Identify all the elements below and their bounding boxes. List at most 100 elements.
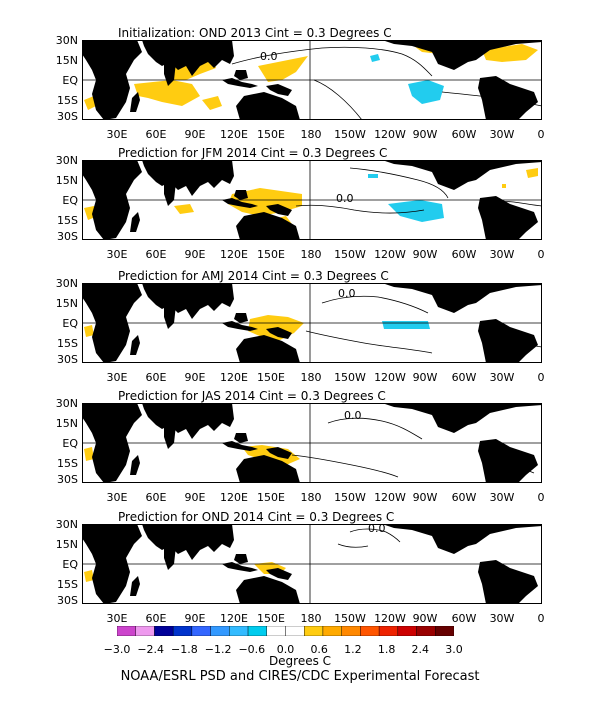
lat-tick-label: 15S bbox=[57, 214, 78, 227]
lon-tick-label: 120W bbox=[374, 128, 406, 141]
warm-anomaly-region bbox=[258, 56, 308, 82]
lon-tick-label: 90E bbox=[184, 491, 206, 504]
lat-tick-label: 15N bbox=[55, 174, 78, 187]
contour-line bbox=[231, 46, 433, 77]
lon-tick-label: 90E bbox=[184, 612, 206, 625]
land-mass bbox=[234, 190, 248, 200]
lat-tick-label: 15N bbox=[55, 54, 78, 67]
lon-tick-label: 0 bbox=[537, 248, 545, 261]
land-mass bbox=[142, 403, 234, 439]
contour-label: 0.0 bbox=[344, 409, 362, 422]
lon-tick-label: 150W bbox=[334, 491, 366, 504]
colorbar-tick-label: 3.0 bbox=[445, 643, 463, 656]
anomaly-map: 0.0 bbox=[82, 40, 542, 120]
land-mass bbox=[222, 78, 258, 88]
lon-tick-label: 120W bbox=[374, 491, 406, 504]
colorbar-tick-label: 0.6 bbox=[310, 643, 328, 656]
colorbar-swatch bbox=[435, 626, 454, 636]
land-mass bbox=[142, 524, 234, 560]
anomaly-map: 0.0 bbox=[82, 403, 542, 483]
lon-tick-label: 60E bbox=[145, 371, 167, 384]
lon-tick-label: 30E bbox=[106, 612, 128, 625]
lon-tick-label: 120W bbox=[374, 248, 406, 261]
contour-line bbox=[295, 204, 425, 214]
colorbar-tick-label: 1.2 bbox=[344, 643, 362, 656]
lon-tick-label: 60E bbox=[145, 248, 167, 261]
lon-tick-label: 90W bbox=[412, 128, 438, 141]
panel-title: Prediction for JAS 2014 Cint = 0.3 Degre… bbox=[118, 389, 386, 403]
lon-tick-label: 60W bbox=[451, 128, 477, 141]
land-mass bbox=[236, 576, 300, 604]
lon-tick-label: 30W bbox=[489, 128, 515, 141]
lon-tick-label: 120W bbox=[374, 371, 406, 384]
colorbar-swatch bbox=[247, 626, 267, 636]
land-mass bbox=[142, 40, 234, 76]
contour-line bbox=[349, 528, 401, 543]
lon-tick-label: 150E bbox=[257, 128, 285, 141]
land-mass bbox=[382, 403, 542, 433]
lon-tick-label: 30E bbox=[106, 128, 128, 141]
lon-tick-label: 90E bbox=[184, 371, 206, 384]
cool-anomaly-region bbox=[370, 54, 380, 62]
colorbar-swatch bbox=[229, 626, 249, 636]
land-mass bbox=[266, 204, 292, 216]
land-mass bbox=[130, 212, 140, 232]
lon-tick-label: 150E bbox=[257, 612, 285, 625]
land-mass bbox=[222, 441, 258, 451]
lon-tick-label: 60W bbox=[451, 248, 477, 261]
lon-tick-label: 150W bbox=[334, 248, 366, 261]
lat-tick-label: EQ bbox=[62, 194, 78, 207]
lon-tick-label: 120E bbox=[220, 128, 248, 141]
colorbar-tick-label: 1.8 bbox=[377, 643, 396, 656]
colorbar-tick-label: −1.8 bbox=[171, 643, 198, 656]
lon-tick-label: 180 bbox=[300, 248, 322, 261]
lat-tick-label: 30S bbox=[57, 353, 78, 366]
land-mass bbox=[130, 576, 140, 596]
lon-tick-label: 30W bbox=[489, 248, 515, 261]
lon-tick-label: 90E bbox=[184, 248, 206, 261]
lat-tick-label: EQ bbox=[62, 558, 78, 571]
anomaly-map: 0.0 bbox=[82, 524, 542, 604]
contour-line bbox=[313, 79, 363, 120]
lon-tick-label: 30E bbox=[106, 491, 128, 504]
colorbar-swatch bbox=[172, 626, 193, 636]
lon-tick-label: 0 bbox=[537, 128, 545, 141]
lon-tick-label: 150W bbox=[334, 371, 366, 384]
colorbar-swatch bbox=[397, 626, 417, 636]
warm-anomaly-region bbox=[242, 445, 300, 465]
lon-tick-label: 120E bbox=[220, 491, 248, 504]
land-mass bbox=[382, 40, 542, 70]
lat-tick-label: EQ bbox=[62, 317, 78, 330]
lat-tick-label: 30S bbox=[57, 594, 78, 607]
lon-tick-label: 60W bbox=[451, 612, 477, 625]
colorbar-swatch bbox=[154, 626, 174, 636]
lon-tick-label: 150W bbox=[334, 128, 366, 141]
lon-tick-label: 90W bbox=[412, 248, 438, 261]
lat-tick-label: 30N bbox=[55, 397, 78, 410]
contour-label: 0.0 bbox=[260, 50, 278, 63]
anomaly-map: 0.0 bbox=[82, 160, 542, 240]
lon-tick-label: 150E bbox=[257, 248, 285, 261]
land-mass bbox=[266, 568, 292, 580]
lon-tick-label: 90E bbox=[184, 128, 206, 141]
contour-line bbox=[291, 454, 399, 478]
lon-tick-label: 0 bbox=[537, 612, 545, 625]
land-mass bbox=[236, 455, 300, 483]
lon-tick-label: 180 bbox=[300, 371, 322, 384]
warm-anomaly-region bbox=[84, 325, 94, 337]
panel-title: Prediction for AMJ 2014 Cint = 0.3 Degre… bbox=[118, 269, 389, 283]
colorbar-swatch bbox=[322, 626, 342, 636]
lat-tick-label: 30S bbox=[57, 230, 78, 243]
lon-tick-label: 120E bbox=[220, 371, 248, 384]
lon-tick-label: 30W bbox=[489, 612, 515, 625]
lon-tick-label: 0 bbox=[537, 491, 545, 504]
lat-tick-label: 15N bbox=[55, 538, 78, 551]
lon-tick-label: 60W bbox=[451, 371, 477, 384]
colorbar-tick-label: −1.2 bbox=[204, 643, 232, 656]
land-mass bbox=[222, 198, 258, 208]
lat-tick-label: 30N bbox=[55, 154, 78, 167]
lat-tick-label: 15S bbox=[57, 337, 78, 350]
colorbar-swatch bbox=[266, 626, 286, 636]
colorbar-swatch bbox=[378, 626, 399, 636]
lat-tick-label: 15N bbox=[55, 297, 78, 310]
